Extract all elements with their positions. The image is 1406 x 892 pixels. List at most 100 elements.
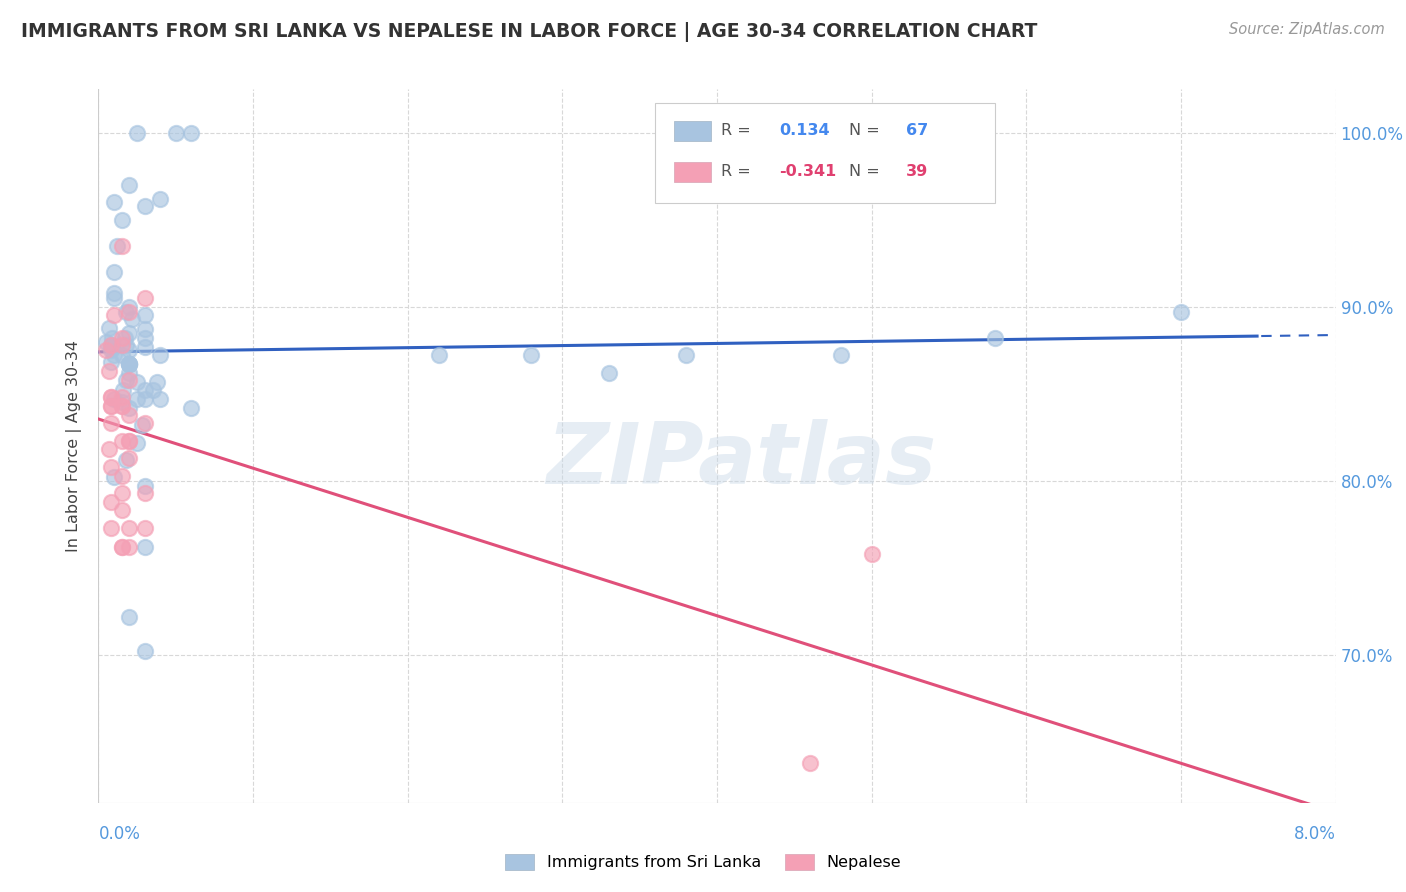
- Point: [111, 239, 134, 253]
- Point: [134, 521, 156, 535]
- Point: [100, 338, 122, 352]
- Point: [111, 390, 134, 404]
- Point: [98, 320, 121, 334]
- Point: [598, 366, 620, 380]
- Point: [100, 417, 122, 431]
- Point: [134, 644, 156, 658]
- Legend: Immigrants from Sri Lanka, Nepalese: Immigrants from Sri Lanka, Nepalese: [499, 848, 907, 877]
- Text: 8.0%: 8.0%: [1294, 825, 1336, 843]
- Point: [134, 540, 156, 554]
- Point: [118, 451, 141, 466]
- Text: R =: R =: [721, 123, 755, 138]
- Point: [98, 442, 121, 457]
- Point: [103, 285, 125, 300]
- Point: [96, 334, 118, 349]
- Point: [101, 331, 124, 345]
- Point: [101, 340, 124, 354]
- Point: [118, 609, 141, 624]
- Point: [134, 479, 156, 493]
- FancyBboxPatch shape: [673, 121, 711, 141]
- Point: [142, 384, 165, 398]
- Point: [103, 309, 125, 323]
- Point: [115, 338, 138, 352]
- Point: [134, 331, 156, 345]
- Text: -0.341: -0.341: [779, 164, 837, 178]
- Point: [149, 392, 172, 406]
- Point: [103, 470, 125, 484]
- Point: [115, 453, 138, 467]
- Point: [111, 349, 134, 363]
- Point: [675, 349, 697, 363]
- Point: [118, 357, 141, 371]
- Text: R =: R =: [721, 164, 755, 178]
- Point: [1170, 305, 1192, 319]
- Point: [149, 349, 172, 363]
- Point: [149, 192, 172, 206]
- Point: [100, 494, 122, 508]
- Text: 0.0%: 0.0%: [98, 825, 141, 843]
- Point: [118, 178, 141, 192]
- Point: [131, 418, 153, 433]
- Point: [100, 399, 122, 413]
- Point: [111, 503, 134, 517]
- Point: [118, 305, 141, 319]
- Point: [165, 126, 187, 140]
- Point: [118, 300, 141, 314]
- Point: [118, 357, 141, 371]
- Point: [134, 384, 156, 398]
- Point: [118, 434, 141, 448]
- Point: [103, 349, 125, 363]
- Point: [111, 331, 134, 345]
- Point: [115, 373, 138, 387]
- Point: [118, 521, 141, 535]
- Point: [127, 126, 149, 140]
- Point: [118, 366, 141, 380]
- Point: [127, 375, 149, 389]
- Point: [103, 265, 125, 279]
- Point: [100, 338, 122, 352]
- Point: [118, 343, 141, 358]
- Point: [96, 343, 118, 358]
- Point: [111, 486, 134, 500]
- FancyBboxPatch shape: [673, 162, 711, 182]
- Point: [100, 459, 122, 474]
- Point: [100, 399, 122, 413]
- Point: [134, 340, 156, 354]
- Point: [118, 408, 141, 422]
- Point: [118, 326, 141, 340]
- Point: [134, 392, 156, 406]
- Point: [100, 355, 122, 369]
- Point: [146, 375, 169, 389]
- Point: [111, 399, 134, 413]
- Point: [111, 540, 134, 554]
- FancyBboxPatch shape: [655, 103, 995, 203]
- Point: [427, 349, 450, 363]
- Point: [118, 357, 141, 371]
- Point: [860, 547, 883, 561]
- Point: [127, 435, 149, 450]
- Point: [103, 195, 125, 210]
- Point: [105, 239, 128, 253]
- Point: [103, 291, 125, 305]
- Point: [111, 540, 134, 554]
- Point: [114, 331, 136, 345]
- Point: [103, 392, 125, 406]
- Text: N =: N =: [849, 164, 886, 178]
- Point: [118, 540, 141, 554]
- Point: [118, 401, 141, 415]
- Text: 67: 67: [907, 123, 928, 138]
- Point: [118, 373, 141, 387]
- Point: [100, 390, 122, 404]
- Point: [111, 468, 134, 483]
- Point: [111, 399, 134, 413]
- Point: [520, 349, 543, 363]
- Text: N =: N =: [849, 123, 886, 138]
- Point: [180, 401, 202, 415]
- Text: ZIPatlas: ZIPatlas: [547, 418, 936, 502]
- Point: [830, 349, 852, 363]
- Point: [134, 309, 156, 323]
- Text: 0.134: 0.134: [779, 123, 830, 138]
- Point: [134, 199, 156, 213]
- Text: IMMIGRANTS FROM SRI LANKA VS NEPALESE IN LABOR FORCE | AGE 30-34 CORRELATION CHA: IMMIGRANTS FROM SRI LANKA VS NEPALESE IN…: [21, 22, 1038, 42]
- Point: [134, 486, 156, 500]
